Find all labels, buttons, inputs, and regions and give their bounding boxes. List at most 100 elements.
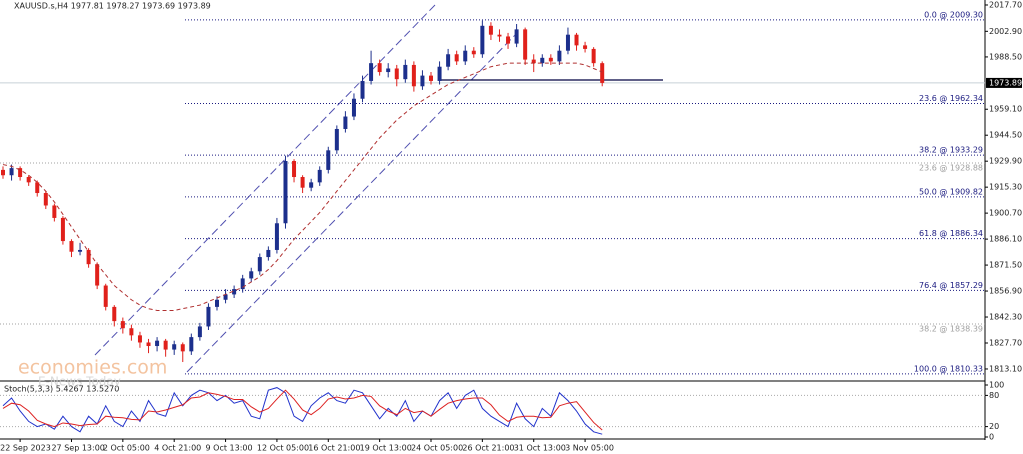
candle-body <box>394 68 399 80</box>
candle-body <box>420 75 425 87</box>
candle-body <box>78 249 83 252</box>
channel-lower <box>186 31 519 373</box>
candle-body <box>497 34 502 37</box>
moving-average <box>2 62 603 311</box>
candle-body <box>540 57 545 64</box>
candle-body <box>35 182 40 194</box>
candle-body <box>1 169 5 176</box>
fib-label: 23.6 @ 1928.88 <box>919 163 983 172</box>
y-tick-label: 1871.50 <box>989 261 1022 270</box>
candle-body <box>206 306 211 327</box>
y-tick-label: 0 <box>989 433 994 442</box>
indicator-title: Stoch(5,3,3) 5.4267 13.5270 <box>4 385 119 394</box>
y-tick-label: 100 <box>989 381 1004 390</box>
x-tick-label: 4 Oct 21:00 <box>154 444 201 453</box>
candle-body <box>506 36 511 44</box>
y-tick-label: 1988.50 <box>989 52 1022 61</box>
candle-body <box>86 249 91 265</box>
y-tick-label: 1959.10 <box>989 105 1022 114</box>
fib-label: 100.0 @ 1810.33 <box>914 364 983 373</box>
candle-body <box>43 193 48 206</box>
candle-body <box>197 326 202 338</box>
y-tick-label: 1915.30 <box>989 183 1022 192</box>
candle-body <box>351 98 356 117</box>
candle-body <box>334 128 339 151</box>
channel-upper <box>94 4 436 356</box>
candle-body <box>317 169 322 183</box>
x-tick-label: 12 Oct 05:00 <box>257 444 309 453</box>
candle-body <box>377 63 382 73</box>
x-tick-label: 26 Oct 21:00 <box>462 444 514 453</box>
candle-body <box>146 342 151 347</box>
fib-label: 0.0 @ 2009.30 <box>924 10 983 19</box>
x-tick-label: 27 Sep 13:00 <box>51 444 104 453</box>
x-tick-label: 3 Nov 05:00 <box>565 444 614 453</box>
candle-body <box>172 344 177 350</box>
candle-body <box>26 177 31 183</box>
candle-body <box>223 294 228 300</box>
candle-body <box>9 168 14 176</box>
stoch-line <box>2 389 603 431</box>
stoch-line <box>2 387 603 435</box>
y-tick-label: 2002.90 <box>989 27 1022 36</box>
candle-body <box>429 75 433 81</box>
candle-body <box>249 271 254 279</box>
current-price-label: 1973.89 <box>989 78 1022 87</box>
candle-body <box>137 335 142 343</box>
candle-body <box>574 34 579 46</box>
y-tick-label: 1886.10 <box>989 235 1022 244</box>
candle-body <box>480 25 485 55</box>
x-tick-label: 22 Sep 2023 <box>0 444 51 453</box>
candle-body <box>488 25 493 35</box>
y-tick-label: 1944.50 <box>989 131 1022 140</box>
candle-body <box>411 64 416 87</box>
y-tick-label: 1813.10 <box>989 364 1022 373</box>
x-tick-label: 16 Oct 21:00 <box>308 444 360 453</box>
current-price-box <box>986 77 1022 88</box>
y-tick-label: 1856.90 <box>989 287 1022 296</box>
drawing-objects <box>94 4 663 373</box>
candle-body <box>557 50 562 62</box>
y-tick-label: 1827.70 <box>989 338 1022 347</box>
candle-body <box>292 161 297 178</box>
candle-body <box>129 328 134 336</box>
candle-body <box>548 57 553 62</box>
candle-body <box>343 116 348 129</box>
fib-label: 23.6 @ 1962.34 <box>919 94 983 103</box>
fib-label: 76.4 @ 1857.29 <box>919 281 983 290</box>
candle-body <box>120 321 125 329</box>
candle-body <box>103 285 108 307</box>
candle-body <box>386 68 391 73</box>
candle-body <box>437 66 442 81</box>
watermark-sub: E-News Today <box>38 375 121 389</box>
candle-body <box>454 54 459 62</box>
candle-body <box>189 337 194 352</box>
candle-body <box>403 64 408 80</box>
y-tick-label: 20 <box>989 422 999 431</box>
candle-body <box>163 340 168 350</box>
candle-body <box>95 264 100 286</box>
candle-body <box>266 249 271 258</box>
candle-body <box>60 217 65 242</box>
x-tick-label: 2 Oct 05:00 <box>103 444 150 453</box>
candle-body <box>283 161 288 224</box>
candle-body <box>69 241 74 252</box>
x-tick-label: 24 Oct 05:00 <box>411 444 463 453</box>
candle-body <box>155 340 160 347</box>
y-tick-label: 1929.90 <box>989 157 1022 166</box>
y-tick-label: 1842.30 <box>989 313 1022 322</box>
candle-body <box>274 223 279 250</box>
candle-body <box>257 257 262 272</box>
x-tick-label: 19 Oct 13:00 <box>360 444 412 453</box>
candle-body <box>463 50 468 62</box>
candle-body <box>112 306 117 322</box>
chart-title: XAUUSD.s,H4 1977.81 1978.27 1973.69 1973… <box>14 2 211 11</box>
candle-body <box>215 299 219 307</box>
candle-body <box>600 63 605 83</box>
candle-body <box>514 29 519 44</box>
candle-body <box>591 48 596 64</box>
fib-label: 38.2 @ 1933.29 <box>919 146 983 155</box>
candle-body <box>369 63 374 81</box>
